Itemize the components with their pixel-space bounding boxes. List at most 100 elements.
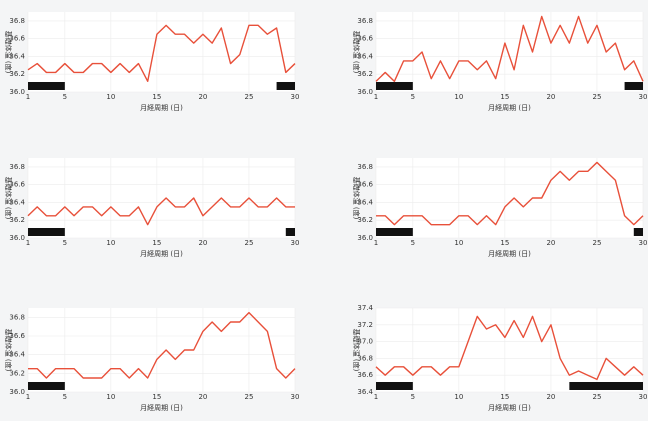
y-tick-label: 36.2 [9,70,25,78]
y-tick-label: 36.6 [357,181,373,189]
period-bar [28,228,65,236]
x-tick-label: 10 [106,93,115,101]
x-tick-label: 30 [291,239,300,247]
y-tick-label: 37.2 [357,321,373,329]
x-tick-label: 15 [500,393,509,401]
x-tick-label: 20 [198,239,207,247]
x-tick-label: 15 [500,239,509,247]
temperature-line [28,311,296,379]
x-tick-label: 15 [152,93,161,101]
x-tick-label: 5 [63,93,67,101]
x-tick-label: 25 [245,393,254,401]
y-tick-label: 36.2 [9,216,25,224]
period-bar [28,382,65,390]
y-axis-label: 基礎体温 (度) [4,329,13,372]
period-bar [285,228,295,236]
y-tick-label: 36.0 [357,88,373,96]
temperature-line [27,24,296,83]
y-tick-label: 36.8 [357,163,373,171]
x-tick-label: 20 [546,393,555,401]
plot-area [376,158,643,238]
y-tick-label: 36.0 [9,234,25,242]
period-bar [276,82,295,90]
x-tick-label: 15 [500,93,509,101]
x-tick-label: 10 [454,239,463,247]
y-tick-label: 36.0 [9,388,25,396]
x-tick-label: 10 [106,239,115,247]
x-tick-label: 25 [593,393,602,401]
x-tick-label: 1 [26,93,30,101]
x-tick-label: 1 [26,393,30,401]
x-tick-label: 25 [593,239,602,247]
y-tick-label: 36.4 [9,52,25,60]
x-axis-label: 月経周期 (日) [488,249,531,258]
temperature-line [27,197,295,226]
plot-area [28,12,295,92]
y-tick-label: 36.0 [9,88,25,96]
x-tick-label: 1 [374,93,378,101]
x-tick-label: 30 [639,239,648,247]
x-tick-label: 30 [639,393,648,401]
period-bar [28,82,65,90]
y-tick-label: 36.6 [9,332,25,340]
y-tick-label: 36.6 [357,371,373,379]
plot-area [376,12,643,92]
x-tick-label: 1 [26,239,30,247]
x-tick-label: 30 [639,93,648,101]
y-tick-label: 36.2 [357,70,373,78]
temperature-line [375,15,644,83]
plot-area [28,308,295,392]
y-tick-label: 36.8 [9,17,25,25]
x-axis-label: 月経周期 (日) [140,249,183,258]
y-tick-label: 36.6 [357,35,373,43]
x-tick-label: 30 [291,93,300,101]
x-tick-label: 20 [546,93,555,101]
x-tick-label: 15 [152,393,161,401]
y-tick-label: 37.4 [357,304,373,312]
x-tick-label: 20 [546,239,555,247]
y-tick-label: 36.4 [9,198,25,206]
x-axis-label: 月経周期 (日) [140,103,183,112]
x-tick-label: 5 [411,93,415,101]
x-tick-label: 5 [411,239,415,247]
x-tick-label: 10 [106,393,115,401]
x-tick-label: 25 [245,239,254,247]
y-tick-label: 36.4 [357,388,373,396]
y-axis-label: 基礎体温 (度) [352,329,361,372]
y-tick-label: 36.2 [357,216,373,224]
y-axis-label: 基礎体温 (度) [352,31,361,74]
temperature-line [375,315,644,381]
y-axis-label: 基礎体温 (度) [4,177,13,220]
x-tick-label: 5 [63,239,67,247]
period-bar [376,382,413,390]
y-tick-label: 36.8 [357,354,373,362]
period-bar [376,228,413,236]
plot-area [28,158,295,238]
x-tick-label: 1 [374,393,378,401]
x-tick-label: 25 [593,93,602,101]
x-tick-label: 20 [198,393,207,401]
x-tick-label: 25 [245,93,254,101]
x-tick-label: 5 [63,393,67,401]
period-bar [376,82,413,90]
y-axis-label: 基礎体温 (度) [352,177,361,220]
period-bar [569,382,643,390]
y-tick-label: 36.6 [9,35,25,43]
y-tick-label: 37.0 [357,338,373,346]
y-tick-label: 36.8 [9,313,25,321]
y-tick-label: 36.6 [9,181,25,189]
x-tick-label: 30 [291,393,300,401]
temperature-line [376,161,644,226]
period-bar [633,228,643,236]
y-tick-label: 36.2 [9,369,25,377]
x-tick-label: 10 [454,393,463,401]
x-tick-label: 1 [374,239,378,247]
y-tick-label: 36.4 [357,198,373,206]
x-tick-label: 10 [454,93,463,101]
x-axis-label: 月経周期 (日) [488,103,531,112]
plot-area [376,308,643,392]
y-tick-label: 36.4 [9,351,25,359]
x-tick-label: 15 [152,239,161,247]
x-tick-label: 20 [198,93,207,101]
